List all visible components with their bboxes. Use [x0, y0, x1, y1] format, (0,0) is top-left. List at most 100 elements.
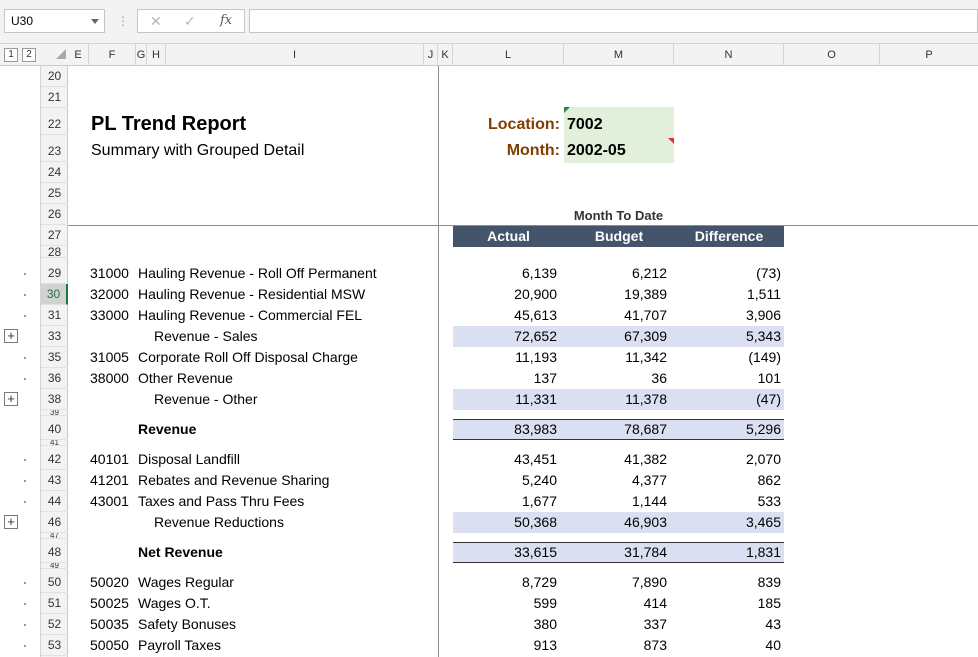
row-header[interactable]: 27: [41, 225, 68, 246]
difference-value: 185: [757, 595, 781, 611]
account-code: 50035: [90, 616, 129, 632]
column-header-n[interactable]: N: [674, 44, 784, 66]
row-header[interactable]: 23: [41, 135, 68, 162]
column-header-p[interactable]: P: [925, 49, 933, 61]
row-header[interactable]: 43: [41, 470, 68, 491]
row-header[interactable]: 38: [41, 389, 68, 410]
chevron-down-icon[interactable]: [91, 19, 99, 24]
row-header[interactable]: 46: [41, 512, 68, 533]
row-header[interactable]: 31: [41, 305, 68, 326]
budget-value: 36: [651, 370, 667, 386]
outline-gutter: + + +: [0, 66, 40, 657]
report-subtitle: Summary with Grouped Detail: [91, 142, 305, 159]
budget-value: 4,377: [631, 472, 667, 488]
budget-value: 78,687: [624, 421, 667, 437]
budget-value: 414: [643, 595, 667, 611]
name-box-value: U30: [11, 14, 34, 28]
row-header[interactable]: 24: [41, 162, 68, 183]
account-name: Corporate Roll Off Disposal Charge: [138, 349, 358, 365]
account-code: 32000: [90, 286, 129, 302]
difference-value: 5,296: [745, 421, 781, 437]
column-label-difference: Difference: [694, 228, 764, 244]
column-header-m[interactable]: M: [564, 44, 674, 66]
expand-group-button[interactable]: +: [4, 329, 18, 343]
outline-dot: [24, 273, 26, 275]
row-header[interactable]: 44: [41, 491, 68, 512]
column-header-i[interactable]: I: [166, 44, 424, 66]
column-header-o[interactable]: O: [784, 44, 880, 66]
budget-value: 7,890: [631, 574, 667, 590]
row-header[interactable]: 52: [41, 614, 68, 635]
outline-level-1-button[interactable]: 1: [4, 48, 18, 62]
actual-value: 599: [533, 595, 557, 611]
enter-icon[interactable]: ✓: [184, 13, 196, 29]
row-header[interactable]: 33: [41, 326, 68, 347]
subtotal-band: [453, 389, 784, 410]
expand-group-button[interactable]: +: [4, 515, 18, 529]
budget-value: 11,378: [625, 391, 667, 407]
expand-group-button[interactable]: +: [4, 392, 18, 406]
parameter-input-cells[interactable]: [564, 107, 674, 163]
subtotal-name: Revenue - Sales: [154, 328, 258, 344]
row-header[interactable]: 51: [41, 593, 68, 614]
select-all-button[interactable]: [56, 49, 66, 59]
row-header[interactable]: 21: [41, 87, 68, 108]
column-header-h[interactable]: H: [147, 44, 166, 66]
section-header: Month To Date: [573, 208, 664, 223]
row-header[interactable]: 22: [41, 108, 68, 135]
name-box[interactable]: U30: [4, 9, 105, 33]
column-header-l[interactable]: L: [453, 44, 564, 66]
column-header-e[interactable]: E: [68, 44, 89, 66]
insert-function-icon[interactable]: fx: [220, 13, 233, 28]
difference-value: (73): [756, 265, 781, 281]
worksheet-grid[interactable]: PL Trend Report Summary with Grouped Det…: [68, 66, 978, 657]
row-header[interactable]: 42: [41, 449, 68, 470]
budget-value: 19,389: [624, 286, 667, 302]
row-header[interactable]: 39: [41, 410, 68, 416]
outline-level-2-button[interactable]: 2: [22, 48, 36, 62]
row-header[interactable]: 25: [41, 183, 68, 204]
row-header[interactable]: 26: [41, 204, 68, 225]
actual-value: 20,900: [514, 286, 557, 302]
account-name: Hauling Revenue - Commercial FEL: [138, 307, 363, 323]
month-value[interactable]: 2002-05: [567, 142, 626, 159]
row-header[interactable]: 36: [41, 368, 68, 389]
total-name: Revenue: [138, 421, 197, 437]
row-header[interactable]: 50: [41, 572, 68, 593]
drag-handle-icon[interactable]: ⋮: [117, 14, 129, 28]
outline-dot: [24, 603, 26, 605]
row-header[interactable]: 40: [41, 419, 68, 440]
difference-value: 839: [757, 574, 781, 590]
row-header[interactable]: 48: [41, 542, 68, 563]
actual-value: 43,451: [514, 451, 557, 467]
outline-dot: [24, 459, 26, 461]
row-header[interactable]: 20: [41, 66, 68, 87]
row-header-active[interactable]: 30: [41, 284, 68, 305]
budget-value: 31,784: [624, 544, 667, 560]
row-header[interactable]: 28: [41, 246, 68, 258]
account-code: 43001: [90, 493, 129, 509]
row-header[interactable]: 41: [41, 440, 68, 446]
column-header-g[interactable]: G: [136, 44, 147, 66]
outline-dot: [24, 582, 26, 584]
column-header-f[interactable]: F: [89, 44, 136, 66]
budget-value: 46,903: [624, 514, 667, 530]
account-name: Payroll Taxes: [138, 637, 222, 653]
column-header-k[interactable]: K: [438, 44, 453, 66]
column-header-j[interactable]: J: [424, 44, 438, 66]
cancel-icon[interactable]: ✕: [150, 13, 162, 29]
freeze-pane-horizontal: [68, 225, 978, 226]
outline-dot: [24, 501, 26, 503]
row-header[interactable]: 35: [41, 347, 68, 368]
row-header[interactable]: 49: [41, 563, 68, 569]
formula-input[interactable]: [249, 9, 978, 33]
account-code: 50025: [90, 595, 129, 611]
cell-error-indicator: [668, 138, 674, 144]
row-header[interactable]: 47: [41, 533, 68, 539]
total-name: Net Revenue: [138, 544, 223, 560]
row-header[interactable]: 29: [41, 263, 68, 284]
row-header[interactable]: 53: [41, 635, 68, 656]
actual-value: 45,613: [514, 307, 557, 323]
location-value[interactable]: 7002: [567, 116, 603, 133]
budget-value: 6,212: [631, 265, 667, 281]
